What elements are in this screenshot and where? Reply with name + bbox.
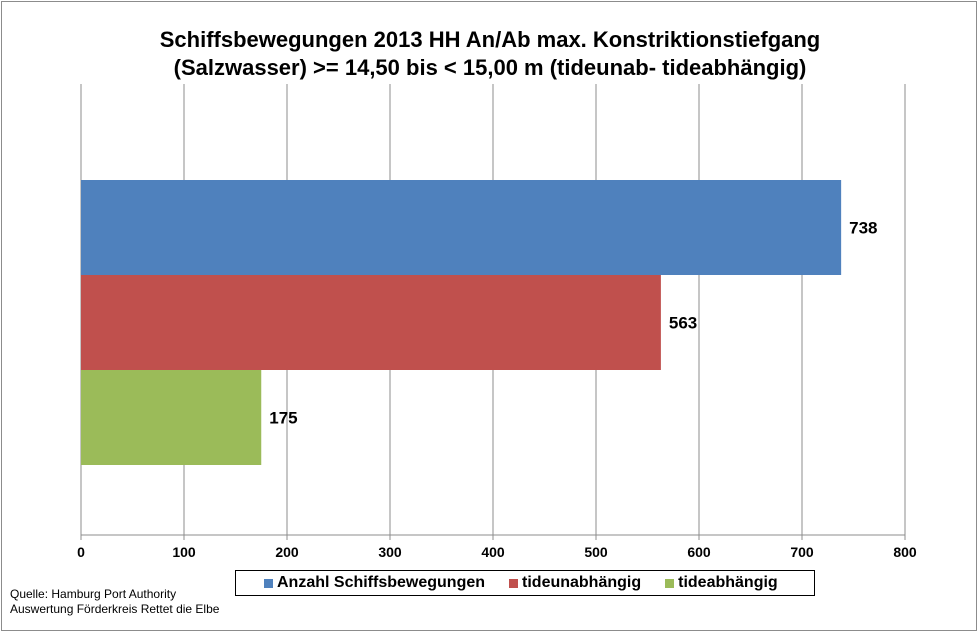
x-tick-label: 400: [481, 544, 505, 560]
x-tick-label: 500: [584, 544, 608, 560]
legend-item-tideabhaengig: tideabhängig: [665, 574, 778, 592]
legend-label-anzahl: Anzahl Schiffsbewegungen: [277, 574, 486, 591]
source-line-2: Auswertung Förderkreis Rettet die Elbe: [10, 602, 220, 616]
source-line-1: Quelle: Hamburg Port Authority: [10, 587, 177, 601]
bar-0: [81, 180, 842, 275]
source-note: Quelle: Hamburg Port Authority Auswertun…: [10, 587, 219, 617]
chart-title: Schiffsbewegungen 2013 HH An/Ab max. Kon…: [0, 26, 980, 82]
x-tick-label: 100: [172, 544, 196, 560]
x-tick-label: 300: [378, 544, 402, 560]
legend-swatch-anzahl: [264, 578, 273, 588]
legend-item-tideunabhaengig: tideunabhängig: [509, 574, 641, 592]
legend-label-tideunabhaengig: tideunabhängig: [522, 574, 642, 591]
legend-label-tideabhaengig: tideabhängig: [678, 574, 778, 591]
chart-title-line-1: Schiffsbewegungen 2013 HH An/Ab max. Kon…: [159, 27, 821, 52]
x-tick-label: 600: [687, 544, 711, 560]
x-tick-label: 800: [893, 544, 917, 560]
bar-data-label: 175: [269, 409, 297, 428]
legend-swatch-tideunabhaengig: [509, 578, 519, 588]
x-tick-label: 0: [77, 544, 85, 560]
chart-legend: Anzahl Schiffsbewegungen tideunabhängig …: [235, 570, 815, 596]
legend-item-anzahl: Anzahl Schiffsbewegungen: [264, 574, 485, 592]
legend-swatch-tideabhaengig: [665, 578, 675, 588]
x-tick-label: 700: [790, 544, 814, 560]
x-tick-label: 200: [275, 544, 299, 560]
bar-1: [81, 275, 661, 370]
bar-data-label: 738: [849, 219, 877, 238]
bar-data-label: 563: [669, 314, 697, 333]
chart-title-line-2: (Salzwasser) >= 14,50 bis < 15,00 m (tid…: [173, 55, 807, 80]
bar-2: [81, 370, 262, 465]
